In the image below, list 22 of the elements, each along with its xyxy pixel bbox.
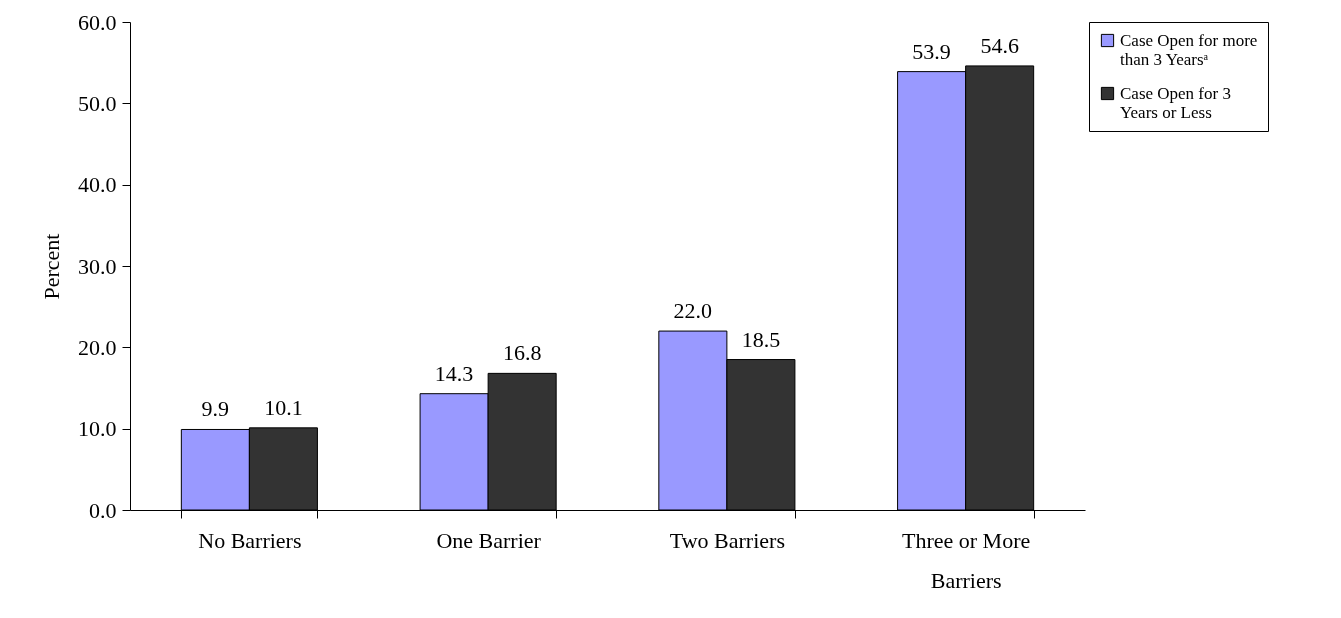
data-label: 22.0 [673,298,713,324]
y-tick-label: 40.0 [78,172,117,198]
data-label: 54.6 [980,32,1019,58]
x-tick-label: No Barriers [198,527,302,553]
legend-label: Case Open for 3 Years or Less [1120,83,1231,122]
data-label: 14.3 [434,360,474,386]
data-label: 53.9 [912,38,951,64]
y-tick-label: 10.0 [78,416,117,442]
x-tick-label: Two Barriers [669,527,785,553]
x-tick-label: Three or More Barriers [901,527,1031,593]
y-tick-label: 30.0 [78,253,117,279]
data-label: 18.5 [741,326,781,352]
data-label: 9.9 [201,396,230,422]
data-label: 10.1 [264,394,303,420]
y-tick-label: 0.0 [89,497,117,523]
y-tick-label: 60.0 [78,9,117,35]
y-axis-title: Percent [39,233,64,300]
y-tick-label: 20.0 [78,334,117,360]
data-label: 16.8 [502,340,542,366]
legend-label: Case Open for more than 3 Yearsᵃ [1120,30,1258,69]
y-tick-label: 50.0 [78,90,117,116]
x-tick-label: One Barrier [436,527,542,553]
